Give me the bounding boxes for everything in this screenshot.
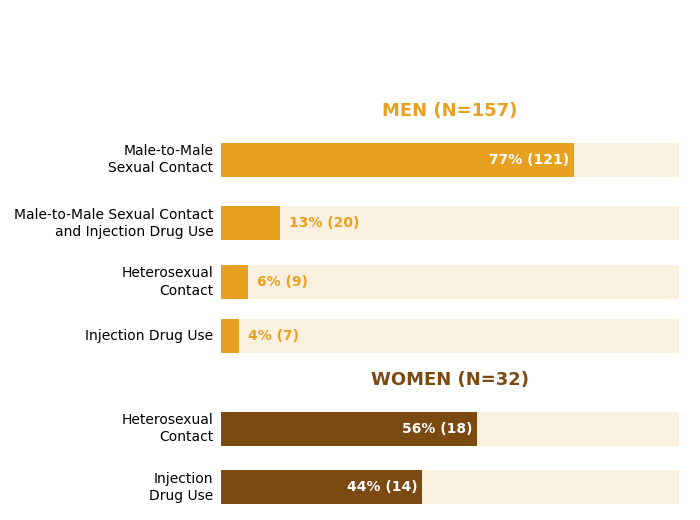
- Bar: [220, 319, 239, 353]
- Text: Heterosexual
Contact: Heterosexual Contact: [122, 266, 214, 297]
- Text: Heterosexual
Contact: Heterosexual Contact: [122, 413, 214, 444]
- Bar: [220, 470, 422, 504]
- Text: 6% (9): 6% (9): [257, 275, 308, 289]
- Text: 44% (14): 44% (14): [347, 480, 418, 495]
- Bar: [220, 411, 679, 446]
- Text: MEN (N=157): MEN (N=157): [382, 102, 517, 120]
- Text: Male-to-Male
Sexual Contact: Male-to-Male Sexual Contact: [108, 144, 214, 175]
- Bar: [220, 265, 248, 299]
- Bar: [220, 411, 477, 446]
- Text: 56% (18): 56% (18): [402, 422, 472, 436]
- Bar: [220, 142, 573, 177]
- Bar: [220, 470, 679, 504]
- Text: 4% (7): 4% (7): [248, 329, 299, 343]
- Bar: [220, 265, 679, 299]
- Bar: [220, 142, 679, 177]
- Text: Male-to-Male Sexual Contact
and Injection Drug Use: Male-to-Male Sexual Contact and Injectio…: [14, 207, 213, 239]
- Bar: [220, 319, 679, 353]
- Text: 13% (20): 13% (20): [289, 216, 360, 230]
- Bar: [220, 206, 280, 240]
- Text: Injection Drug Use: Injection Drug Use: [85, 329, 214, 343]
- Text: WOMEN (N=32): WOMEN (N=32): [371, 371, 528, 389]
- Text: Injection
Drug Use: Injection Drug Use: [149, 472, 214, 503]
- Bar: [220, 206, 679, 240]
- Text: 77% (121): 77% (121): [489, 153, 569, 167]
